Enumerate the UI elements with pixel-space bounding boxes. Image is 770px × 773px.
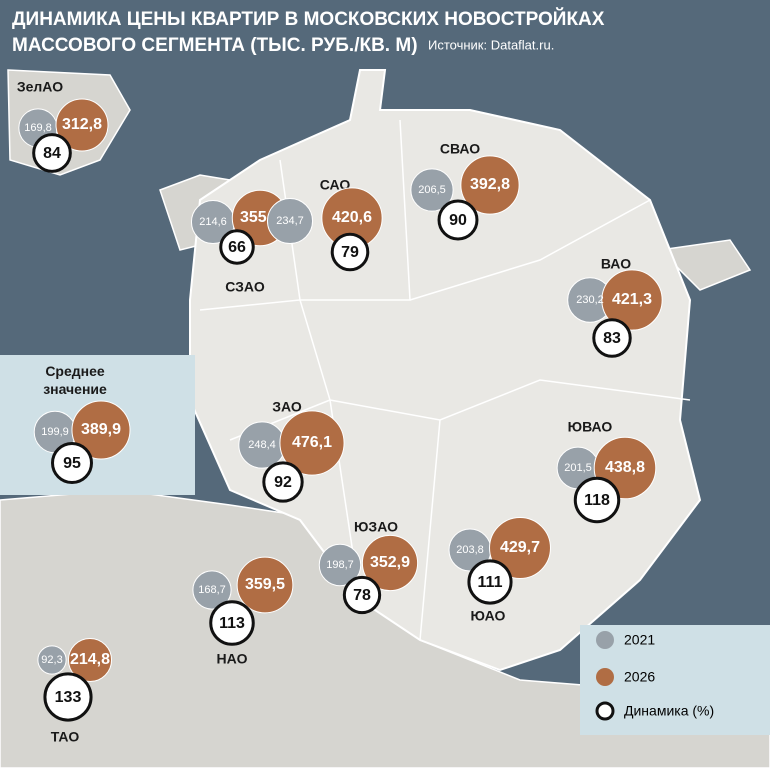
value-2021: 206,5 xyxy=(418,184,446,196)
district-label: СЗАО xyxy=(225,279,265,295)
change-value: 90 xyxy=(449,212,467,229)
district-label: Среднее значение xyxy=(43,363,107,397)
change-value: 95 xyxy=(63,455,81,472)
bubble-2021 xyxy=(192,570,232,610)
value-2021: 203,8 xyxy=(456,544,484,556)
bubble-2021 xyxy=(266,197,314,245)
value-2026: 392,8 xyxy=(470,176,510,193)
change-ring xyxy=(573,476,621,524)
value-2026: 359,5 xyxy=(245,576,285,593)
change-ring xyxy=(467,559,513,605)
change-ring xyxy=(32,133,72,173)
value-2026: 421,3 xyxy=(612,291,652,308)
legend-swatch xyxy=(596,631,614,649)
value-2021: 169,8 xyxy=(24,122,52,134)
value-2026: 214,8 xyxy=(70,651,110,668)
bubble-2026 xyxy=(55,98,109,152)
bubble-2026 xyxy=(279,410,345,476)
change-value: 78 xyxy=(353,587,371,604)
value-2026: 420,6 xyxy=(332,209,372,226)
change-ring xyxy=(51,442,93,484)
title-line: ДИНАМИКА ЦЕНЫ КВАРТИР В МОСКОВСКИХ НОВОС… xyxy=(12,8,605,30)
legend-label: 2021 xyxy=(624,632,655,648)
change-value: 111 xyxy=(478,574,503,591)
change-ring xyxy=(592,318,632,358)
district-label: НАО xyxy=(217,651,248,667)
value-2021: 248,4 xyxy=(248,439,276,451)
source: Источник: Dataflat.ru. xyxy=(428,37,554,52)
district-label: ЮЗАО xyxy=(354,519,398,535)
bubble-2021 xyxy=(318,543,362,587)
value-2021: 230,2 xyxy=(576,294,604,306)
change-value: 92 xyxy=(274,474,292,491)
change-value: 118 xyxy=(584,492,610,509)
value-2021: 234,7 xyxy=(276,215,304,227)
value-2026: 476,1 xyxy=(292,434,332,451)
district-label: ТАО xyxy=(51,729,80,745)
change-ring xyxy=(342,575,382,615)
header-band xyxy=(0,0,770,62)
bubble-2026 xyxy=(460,155,520,215)
change-ring xyxy=(43,672,93,722)
change-value: 66 xyxy=(228,239,246,256)
bubble-2026 xyxy=(236,556,294,614)
bubble-2026 xyxy=(361,534,419,592)
change-value: 79 xyxy=(341,244,359,261)
district-label: ВАО xyxy=(601,256,631,272)
value-2026: 429,7 xyxy=(500,539,540,556)
value-2021: 201,5 xyxy=(564,462,592,474)
value-2021: 92,3 xyxy=(41,654,62,666)
value-2026: 312,8 xyxy=(62,116,102,133)
change-ring xyxy=(219,229,255,265)
legend-swatch xyxy=(596,668,614,686)
value-2021: 198,7 xyxy=(326,559,354,571)
title-line: МАССОВОГО СЕГМЕНТА (ТЫС. РУБ./КВ. М) xyxy=(12,35,418,56)
bubble-2026 xyxy=(67,637,113,683)
value-2026: 389,9 xyxy=(81,421,121,438)
bubble-2021 xyxy=(37,645,67,675)
value-2026: 438,8 xyxy=(605,459,645,476)
value-2021: 214,6 xyxy=(199,216,227,228)
district-label: СВАО xyxy=(440,141,480,157)
district-label: ЮВАО xyxy=(568,419,613,435)
change-ring xyxy=(262,461,304,503)
change-value: 133 xyxy=(55,689,82,706)
change-value: 84 xyxy=(43,145,61,162)
value-2021: 199,9 xyxy=(41,426,69,438)
bubble-2026 xyxy=(601,269,663,331)
district-label: ЮАО xyxy=(471,608,506,624)
district-label: ЗелАО xyxy=(17,79,63,95)
value-2026: 352,9 xyxy=(370,554,410,571)
bubble-2026 xyxy=(489,517,551,579)
legend-label: 2026 xyxy=(624,669,655,685)
legend: 2021 2026 Динамика (%) xyxy=(595,631,714,721)
change-value: 83 xyxy=(603,330,621,347)
change-ring xyxy=(330,232,370,272)
district-label: ЗАО xyxy=(272,399,302,415)
change-value: 113 xyxy=(219,615,245,632)
value-2021: 168,7 xyxy=(198,584,226,596)
change-ring xyxy=(437,199,479,241)
bubble-2026 xyxy=(71,400,131,460)
change-ring xyxy=(209,600,255,646)
district-label: САО xyxy=(320,177,351,193)
legend-label: Динамика (%) xyxy=(624,703,714,719)
bubble-2021 xyxy=(410,168,454,212)
legend-swatch xyxy=(595,701,615,721)
